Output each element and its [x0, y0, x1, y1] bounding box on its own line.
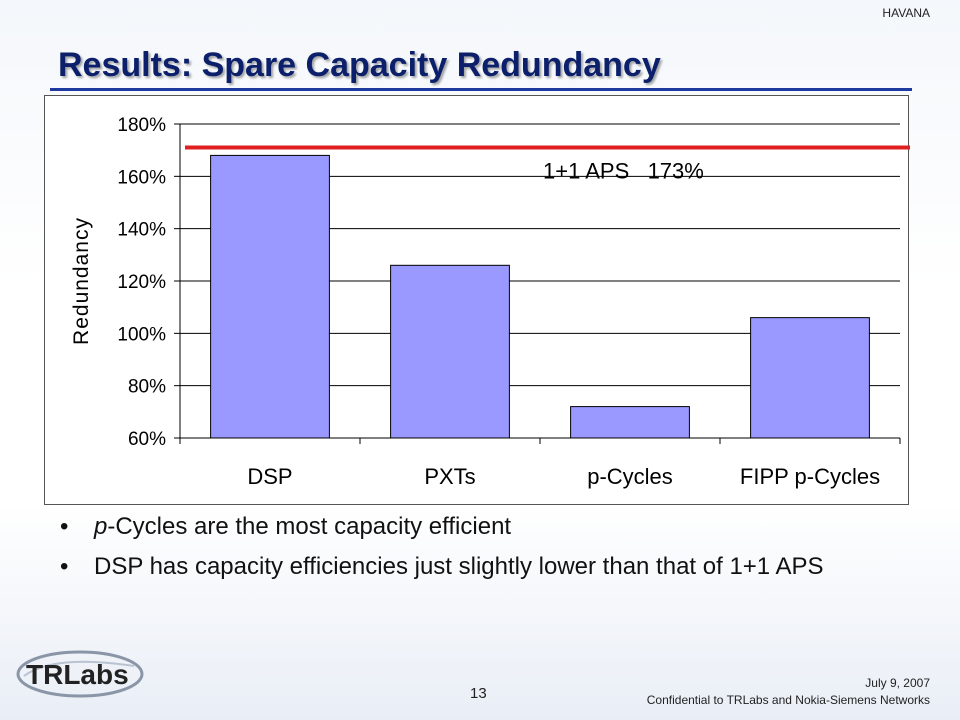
reference-label: 1+1 APS 173% — [543, 159, 704, 184]
x-tick-label: p-Cycles — [587, 464, 673, 489]
bullet-list: p-Cycles are the most capacity efficient… — [58, 512, 918, 592]
bullet-emphasis: p — [94, 513, 108, 540]
y-tick-label: 120% — [117, 272, 166, 293]
chart-frame: 60% 80% 100% 120% 140% 160% 180% DSP PXTs p-Cycle… — [44, 95, 910, 505]
footer-confidential: Confidential to TRLabs and Nokia-Siemens… — [646, 693, 930, 707]
bullet-text: -Cycles are the most capacity efficient — [107, 513, 512, 540]
y-axis-label: Redundancy — [70, 217, 93, 345]
y-tick-label: 160% — [117, 167, 166, 188]
bar — [210, 154, 330, 439]
bar — [750, 317, 870, 439]
bar — [570, 406, 690, 439]
logo-text: TRLabs — [26, 659, 129, 690]
x-tick-label: FIPP p-Cycles — [740, 464, 880, 489]
y-tick-label: 60% — [128, 429, 166, 450]
page-number: 13 — [470, 685, 487, 702]
x-tick-label: PXTs — [424, 464, 475, 489]
title-underline — [50, 88, 912, 91]
bar — [390, 264, 510, 439]
y-tick-label: 140% — [117, 220, 166, 241]
footer-date: July 9, 2007 — [865, 676, 930, 690]
bar-chart: 60% 80% 100% 120% 140% 160% 180% DSP PXTs p-Cycle… — [70, 115, 910, 489]
y-tick-label: 180% — [117, 115, 166, 136]
bullet-item: DSP has capacity efficiencies just sligh… — [58, 552, 918, 582]
x-tick-label: DSP — [247, 464, 292, 489]
trlabs-logo: TRLabs — [16, 650, 144, 698]
bullet-text: DSP has capacity efficiencies just sligh… — [94, 553, 824, 580]
header-tag: HAVANA — [882, 6, 930, 20]
slide-title: Results: Spare Capacity Redundancy — [58, 46, 661, 84]
y-tick-label: 100% — [117, 324, 166, 345]
y-tick-label: 80% — [128, 377, 166, 398]
bullet-item: p-Cycles are the most capacity efficient — [58, 512, 918, 542]
